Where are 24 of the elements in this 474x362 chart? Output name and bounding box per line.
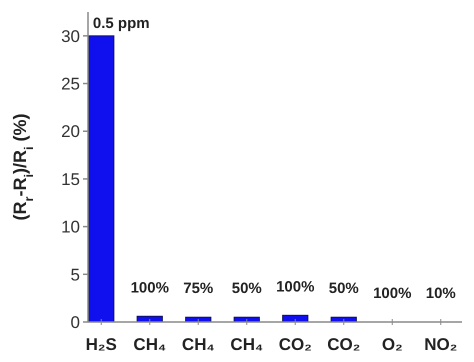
- y-tick-label: 30: [61, 26, 80, 46]
- bar: [88, 35, 114, 322]
- annotation: 75%: [183, 280, 214, 298]
- x-tick-label: CH₄: [230, 335, 264, 354]
- x-tick-label: CO₂: [327, 335, 360, 354]
- annotation: 0.5 ppm: [92, 14, 150, 32]
- y-tick-label: 25: [61, 74, 80, 94]
- annotation: 100%: [130, 279, 169, 296]
- x-tick-label: O₂: [382, 335, 403, 354]
- y-tick-label: 10: [61, 218, 80, 237]
- x-tick-label: NO₂: [424, 335, 458, 354]
- annotation: 10%: [426, 285, 456, 302]
- x-tick-label: CH₄: [133, 335, 166, 354]
- y-tick-label: 5: [70, 265, 80, 284]
- x-tick-label: CO₂: [278, 335, 312, 354]
- y-tick-label: 20: [61, 122, 80, 142]
- y-tick-label: 0: [70, 312, 80, 332]
- x-tick-label: H₂S: [86, 335, 117, 354]
- annotation: 50%: [328, 280, 359, 298]
- x-tick-label: CH₄: [182, 335, 215, 354]
- annotation: 100%: [373, 285, 412, 302]
- y-tick-label: 15: [61, 170, 80, 189]
- annotation: 50%: [232, 280, 262, 298]
- annotation: 100%: [276, 278, 314, 296]
